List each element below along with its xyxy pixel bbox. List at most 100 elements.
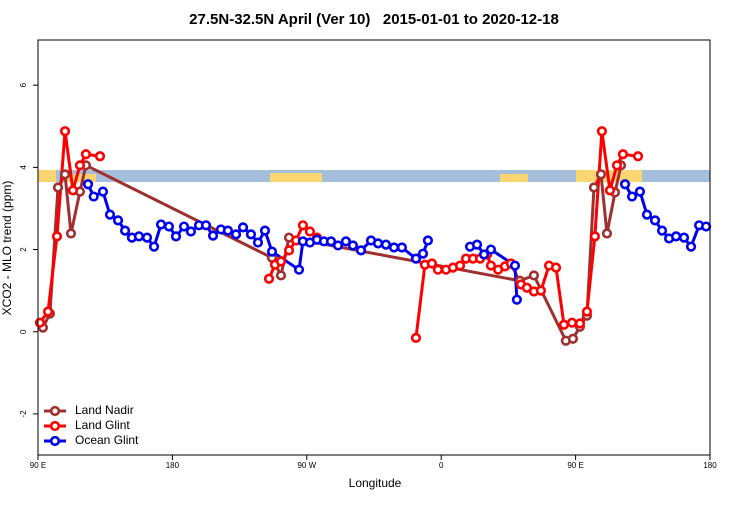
data-point: [656, 225, 668, 236]
data-point: [528, 270, 540, 281]
data-point: [511, 294, 523, 305]
y-axis-label: XCO2 - MLO trend (ppm): [0, 181, 14, 316]
map-strip: [38, 170, 710, 182]
data-point: [410, 253, 422, 264]
data-point: [34, 317, 46, 328]
legend-label: Land Nadir: [75, 403, 134, 417]
data-point: [297, 220, 309, 231]
data-point: [94, 151, 106, 162]
land-strip: [270, 173, 322, 182]
data-point: [340, 236, 352, 247]
data-point: [611, 160, 623, 171]
land-strip: [500, 174, 528, 182]
x-axis-label: Longitude: [349, 476, 402, 490]
plot-area: [34, 126, 712, 346]
plot-frame: [37, 39, 711, 456]
data-point: [617, 149, 629, 160]
data-point: [293, 264, 305, 275]
data-point: [596, 126, 607, 137]
data-point: [230, 229, 242, 240]
data-point: [396, 242, 408, 253]
data-point: [88, 191, 99, 202]
data-point: [65, 228, 77, 239]
x-tick-label: 90 E: [30, 461, 46, 470]
data-point: [417, 248, 429, 259]
data-point: [51, 231, 63, 242]
data-point: [207, 230, 219, 241]
data-point: [119, 225, 131, 236]
data-point: [649, 215, 661, 226]
data-point: [304, 226, 316, 237]
data-point: [678, 232, 690, 243]
data-point: [380, 239, 392, 250]
data-point: [355, 245, 367, 256]
legend-marker: [49, 420, 61, 432]
data-point: [619, 179, 631, 190]
y-tick-label: 0: [19, 329, 28, 334]
x-tick-label: 0: [439, 461, 444, 470]
data-point: [59, 169, 71, 180]
data-point: [141, 232, 153, 243]
data-point: [574, 318, 586, 329]
y-tick-label: 2: [19, 247, 28, 252]
data-point: [701, 221, 712, 232]
data-point: [275, 270, 287, 281]
data-point: [259, 225, 271, 236]
data-point: [59, 126, 71, 137]
data-point: [163, 221, 175, 232]
data-point: [97, 186, 109, 197]
land-strip: [66, 174, 96, 182]
data-point: [601, 228, 613, 239]
data-point: [558, 319, 570, 330]
x-tick-label: 90 E: [567, 461, 583, 470]
data-point: [535, 285, 547, 296]
data-point: [485, 260, 497, 271]
data-point: [432, 264, 444, 275]
y-tick-label: -2: [19, 410, 28, 418]
data-point: [332, 240, 344, 251]
data-point: [347, 240, 359, 251]
data-point: [471, 239, 483, 250]
data-point: [80, 149, 92, 160]
data-point: [372, 238, 384, 249]
x-tick-label: 90 W: [297, 461, 316, 470]
data-point: [641, 209, 653, 220]
data-point: [82, 179, 94, 190]
data-point: [604, 185, 616, 196]
data-point: [252, 237, 264, 248]
legend-marker: [49, 405, 61, 417]
data-point: [454, 260, 466, 271]
data-point: [550, 262, 562, 273]
data-point: [148, 241, 160, 252]
data-point: [485, 244, 497, 255]
data-point: [74, 160, 86, 171]
data-point: [222, 225, 234, 236]
data-point: [275, 256, 287, 267]
data-point: [178, 221, 190, 232]
data-point: [52, 182, 64, 193]
data-point: [388, 242, 400, 253]
data-point: [509, 260, 521, 271]
data-point: [671, 231, 682, 242]
data-point: [170, 231, 182, 242]
data-point: [133, 231, 145, 242]
data-point: [104, 209, 116, 220]
data-point: [410, 332, 422, 343]
legend-label: Ocean Glint: [75, 433, 139, 447]
data-point: [422, 235, 434, 246]
data-point: [263, 273, 275, 284]
data-point: [426, 258, 438, 269]
data-point: [266, 246, 278, 257]
data-point: [566, 317, 578, 328]
data-point: [567, 333, 579, 344]
data-point: [245, 229, 257, 240]
x-tick-label: 180: [166, 461, 180, 470]
data-point: [67, 185, 79, 196]
data-point: [588, 182, 600, 193]
data-point: [626, 191, 638, 202]
y-tick-label: 4: [19, 165, 28, 170]
y-tick-label: 6: [19, 82, 28, 87]
x-tick-label: 180: [703, 461, 717, 470]
